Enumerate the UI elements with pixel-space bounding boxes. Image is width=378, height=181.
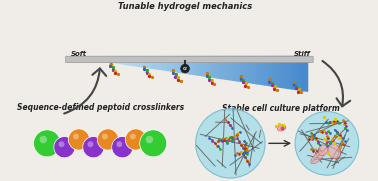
Circle shape (130, 134, 136, 140)
Polygon shape (81, 56, 85, 58)
Circle shape (112, 137, 133, 158)
Polygon shape (93, 56, 96, 60)
Polygon shape (73, 56, 77, 57)
Circle shape (116, 141, 122, 147)
Polygon shape (304, 56, 308, 91)
Ellipse shape (328, 144, 341, 159)
Circle shape (68, 129, 90, 150)
Text: Tunable hydrogel mechanics: Tunable hydrogel mechanics (118, 2, 252, 11)
Polygon shape (214, 56, 218, 78)
Polygon shape (116, 56, 120, 64)
Polygon shape (245, 56, 249, 83)
Polygon shape (265, 56, 268, 85)
Text: Soft: Soft (71, 51, 87, 58)
Polygon shape (206, 56, 210, 77)
Polygon shape (226, 56, 229, 80)
Polygon shape (276, 56, 280, 87)
Polygon shape (284, 56, 288, 88)
Polygon shape (268, 56, 273, 86)
Polygon shape (112, 56, 116, 63)
Polygon shape (77, 56, 81, 58)
Polygon shape (179, 56, 183, 73)
Polygon shape (249, 56, 253, 83)
Polygon shape (147, 56, 151, 68)
Polygon shape (273, 56, 276, 87)
Circle shape (196, 109, 265, 178)
Polygon shape (186, 56, 191, 74)
FancyArrowPatch shape (322, 61, 350, 106)
Circle shape (97, 129, 118, 150)
Polygon shape (229, 56, 233, 80)
Polygon shape (222, 56, 226, 79)
Polygon shape (253, 56, 257, 84)
Polygon shape (241, 56, 245, 82)
Polygon shape (167, 56, 171, 71)
Polygon shape (292, 56, 296, 90)
Polygon shape (155, 56, 159, 69)
Text: Stiff: Stiff (294, 51, 310, 58)
FancyArrowPatch shape (64, 68, 106, 113)
Polygon shape (96, 56, 101, 61)
Polygon shape (171, 56, 175, 71)
Ellipse shape (277, 125, 286, 131)
Polygon shape (202, 56, 206, 76)
Circle shape (59, 141, 65, 147)
Polygon shape (139, 56, 144, 67)
FancyBboxPatch shape (66, 56, 313, 63)
Circle shape (83, 137, 104, 158)
Polygon shape (159, 56, 163, 70)
Polygon shape (108, 56, 112, 62)
Polygon shape (198, 56, 202, 76)
Circle shape (73, 134, 79, 140)
Circle shape (54, 137, 75, 158)
Ellipse shape (311, 151, 324, 164)
Polygon shape (210, 56, 214, 77)
Circle shape (125, 129, 146, 150)
Circle shape (146, 136, 153, 143)
Polygon shape (151, 56, 155, 69)
Polygon shape (120, 56, 124, 64)
Circle shape (181, 64, 189, 73)
Text: Sequence-defined peptoid crosslinkers: Sequence-defined peptoid crosslinkers (17, 103, 184, 112)
Polygon shape (194, 56, 198, 75)
Polygon shape (124, 56, 128, 65)
Text: Stable cell culture platform: Stable cell culture platform (222, 104, 339, 113)
Polygon shape (261, 56, 265, 85)
Polygon shape (175, 56, 179, 72)
Polygon shape (144, 56, 147, 68)
Circle shape (295, 111, 359, 175)
Polygon shape (132, 56, 136, 66)
Polygon shape (191, 56, 194, 74)
Circle shape (102, 134, 108, 140)
Polygon shape (104, 56, 108, 62)
Polygon shape (85, 56, 89, 59)
Polygon shape (237, 56, 241, 81)
Polygon shape (128, 56, 132, 65)
Polygon shape (288, 56, 292, 89)
Polygon shape (89, 56, 93, 59)
Polygon shape (183, 56, 186, 73)
Polygon shape (300, 56, 304, 91)
Polygon shape (296, 56, 300, 90)
Polygon shape (233, 56, 237, 81)
Polygon shape (257, 56, 261, 84)
Circle shape (140, 130, 167, 157)
Text: G': G' (183, 67, 187, 71)
Polygon shape (136, 56, 139, 66)
Polygon shape (101, 56, 104, 61)
Polygon shape (280, 56, 284, 88)
Circle shape (40, 136, 47, 143)
Ellipse shape (318, 145, 327, 156)
Circle shape (34, 130, 60, 157)
Polygon shape (218, 56, 222, 79)
Polygon shape (163, 56, 167, 70)
Circle shape (87, 141, 93, 147)
